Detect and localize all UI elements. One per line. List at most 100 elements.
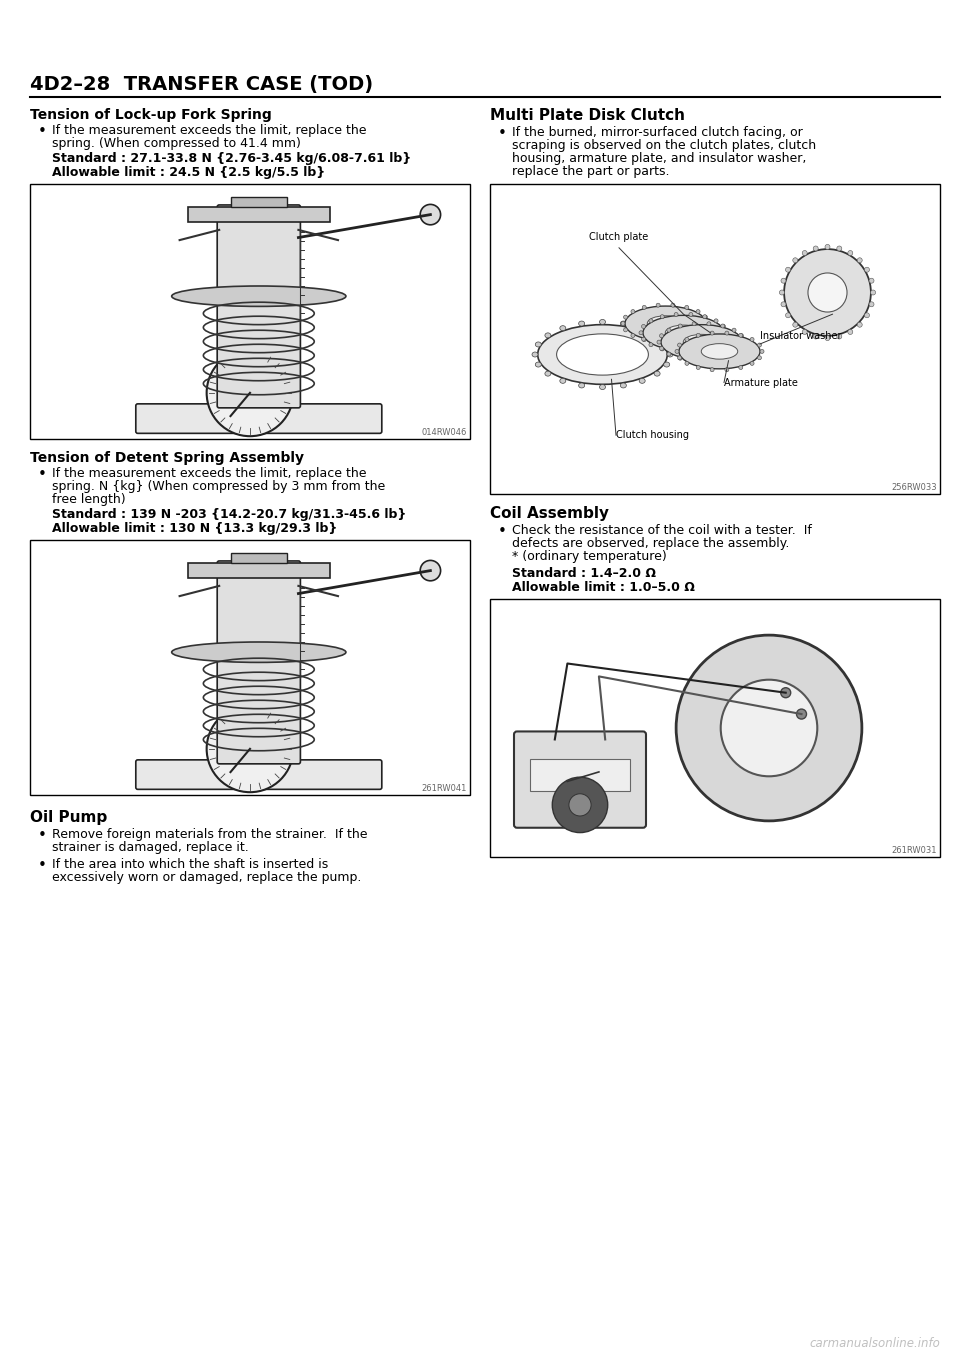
Ellipse shape: [599, 319, 606, 325]
Ellipse shape: [560, 379, 565, 383]
Ellipse shape: [663, 342, 670, 346]
Text: free length): free length): [52, 493, 126, 507]
Ellipse shape: [750, 361, 754, 365]
Ellipse shape: [721, 325, 725, 329]
Ellipse shape: [678, 356, 683, 360]
Text: Allowable limit : 130 N {13.3 kg/29.3 lb}: Allowable limit : 130 N {13.3 kg/29.3 lb…: [52, 521, 337, 535]
Text: •: •: [38, 467, 47, 482]
Ellipse shape: [641, 337, 645, 341]
Ellipse shape: [684, 338, 688, 342]
Ellipse shape: [643, 315, 724, 350]
Text: Remove foreign materials from the strainer.  If the: Remove foreign materials from the strain…: [52, 828, 368, 841]
FancyBboxPatch shape: [217, 205, 300, 407]
Ellipse shape: [639, 331, 643, 335]
Circle shape: [780, 687, 791, 698]
Bar: [530, 759, 631, 790]
Ellipse shape: [684, 306, 688, 310]
Circle shape: [721, 680, 817, 777]
Ellipse shape: [678, 356, 682, 360]
Ellipse shape: [739, 333, 743, 337]
Ellipse shape: [864, 312, 870, 318]
Text: •: •: [38, 828, 47, 843]
Ellipse shape: [692, 322, 696, 326]
Ellipse shape: [714, 342, 718, 346]
Ellipse shape: [721, 356, 725, 360]
Circle shape: [676, 636, 862, 820]
Text: If the burned, mirror-surfaced clutch facing, or: If the burned, mirror-surfaced clutch fa…: [512, 126, 803, 139]
Ellipse shape: [739, 334, 743, 338]
Ellipse shape: [661, 325, 742, 360]
Ellipse shape: [707, 322, 711, 326]
Circle shape: [420, 561, 441, 581]
Text: Oil Pump: Oil Pump: [30, 809, 108, 826]
Ellipse shape: [557, 334, 648, 375]
Ellipse shape: [538, 325, 667, 384]
Ellipse shape: [657, 340, 661, 344]
Ellipse shape: [793, 322, 798, 327]
Text: Multi Plate Disk Clutch: Multi Plate Disk Clutch: [490, 109, 685, 124]
Text: Check the resistance of the coil with a tester.  If: Check the resistance of the coil with a …: [512, 524, 812, 536]
Ellipse shape: [722, 325, 726, 329]
Text: 261RW041: 261RW041: [421, 784, 467, 793]
Ellipse shape: [739, 365, 743, 369]
Bar: [30, 540, 470, 794]
Ellipse shape: [671, 303, 675, 307]
Circle shape: [784, 249, 871, 335]
Ellipse shape: [710, 368, 714, 372]
Ellipse shape: [536, 363, 541, 367]
Text: •: •: [38, 858, 47, 873]
Text: 014RW046: 014RW046: [421, 428, 467, 437]
Ellipse shape: [649, 319, 653, 323]
Ellipse shape: [857, 322, 862, 327]
Ellipse shape: [803, 250, 807, 255]
Text: Clutch plate: Clutch plate: [589, 232, 648, 242]
Ellipse shape: [639, 326, 645, 330]
Circle shape: [808, 273, 847, 312]
Text: Allowable limit : 1.0–5.0 Ω: Allowable limit : 1.0–5.0 Ω: [512, 581, 695, 593]
Ellipse shape: [803, 330, 807, 334]
Ellipse shape: [684, 334, 720, 350]
Ellipse shape: [545, 371, 551, 376]
Bar: [231, 197, 286, 206]
Ellipse shape: [732, 329, 736, 333]
Ellipse shape: [647, 316, 684, 331]
Ellipse shape: [848, 250, 852, 255]
Ellipse shape: [732, 352, 736, 356]
Ellipse shape: [663, 363, 670, 367]
Ellipse shape: [678, 344, 682, 348]
Ellipse shape: [869, 301, 874, 307]
Ellipse shape: [739, 346, 743, 350]
Text: defects are observed, replace the assembly.: defects are observed, replace the assemb…: [512, 536, 789, 550]
Ellipse shape: [706, 322, 710, 326]
Ellipse shape: [675, 349, 679, 353]
Ellipse shape: [642, 306, 646, 310]
Ellipse shape: [703, 315, 707, 319]
Ellipse shape: [750, 337, 754, 341]
Ellipse shape: [674, 312, 678, 316]
Ellipse shape: [624, 315, 628, 319]
Ellipse shape: [696, 310, 700, 314]
FancyBboxPatch shape: [514, 732, 646, 828]
Text: Allowable limit : 24.5 N {2.5 kg/5.5 lb}: Allowable limit : 24.5 N {2.5 kg/5.5 lb}: [52, 166, 325, 179]
Text: Clutch housing: Clutch housing: [616, 430, 689, 440]
Ellipse shape: [684, 337, 689, 341]
Ellipse shape: [660, 334, 663, 338]
Ellipse shape: [660, 315, 664, 319]
Text: housing, armature plate, and insulator washer,: housing, armature plate, and insulator w…: [512, 152, 806, 166]
Text: If the measurement exceeds the limit, replace the: If the measurement exceeds the limit, re…: [52, 467, 367, 479]
Ellipse shape: [714, 319, 718, 323]
Ellipse shape: [857, 258, 862, 263]
Ellipse shape: [703, 346, 707, 350]
Ellipse shape: [579, 320, 585, 326]
Text: Standard : 1.4–2.0 Ω: Standard : 1.4–2.0 Ω: [512, 568, 656, 580]
Ellipse shape: [696, 334, 700, 337]
Ellipse shape: [667, 329, 671, 333]
Text: Armature plate: Armature plate: [724, 378, 798, 387]
Text: strainer is damaged, replace it.: strainer is damaged, replace it.: [52, 841, 249, 854]
Text: 4D2–28  TRANSFER CASE (TOD): 4D2–28 TRANSFER CASE (TOD): [30, 75, 373, 94]
Ellipse shape: [625, 306, 706, 341]
Ellipse shape: [599, 384, 606, 390]
Ellipse shape: [825, 335, 830, 341]
Text: If the measurement exceeds the limit, replace the: If the measurement exceeds the limit, re…: [52, 124, 367, 137]
Text: •: •: [38, 124, 47, 139]
